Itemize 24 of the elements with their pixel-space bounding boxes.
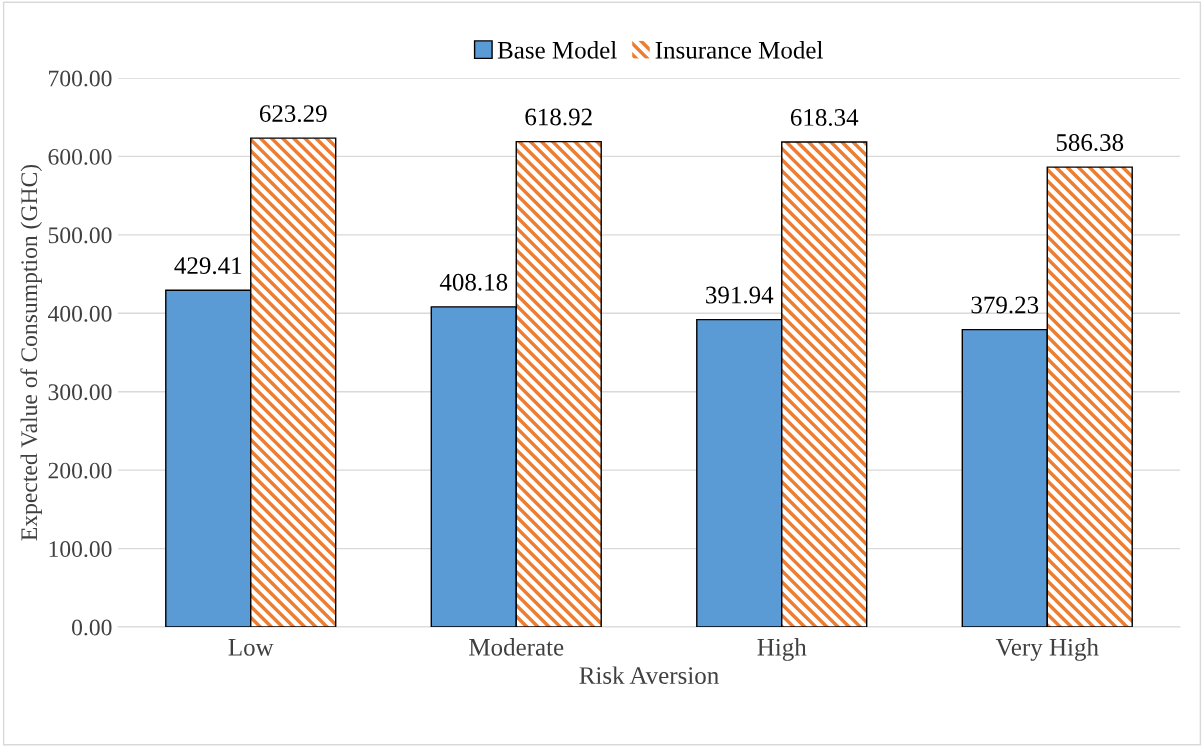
data-label: 623.29 [259, 105, 327, 123]
y-tick-label: 500.00 [48, 227, 112, 244]
y-tick-label: 0.00 [72, 619, 112, 636]
y-tick-label: 600.00 [48, 148, 112, 165]
x-tick-label: Moderate [469, 638, 564, 656]
data-label: 408.18 [439, 273, 508, 291]
legend-label: Base Model [497, 41, 617, 59]
y-tick-label: 400.00 [47, 305, 112, 322]
x-tick-label: Low [228, 639, 274, 656]
y-axis-title: Expected Value of Consumption (GHC) [20, 164, 42, 541]
data-label: 429.41 [174, 257, 242, 275]
x-axis-title: Risk Aversion [579, 666, 719, 684]
data-label: 618.34 [790, 108, 859, 126]
data-label: 391.94 [706, 286, 774, 304]
legend-label: Insurance Model [655, 41, 823, 59]
y-tick-label: 200.00 [48, 462, 112, 479]
x-tick-label: High [757, 638, 807, 661]
data-label: 586.38 [1056, 134, 1124, 152]
y-tick-label: 100.00 [49, 541, 112, 558]
data-label: 618.92 [525, 108, 592, 126]
data-label: 379.23 [971, 296, 1039, 314]
y-tick-label: 300.00 [48, 384, 112, 401]
y-tick-label: 700.00 [49, 70, 112, 87]
x-tick-label: Very High [995, 638, 1099, 661]
